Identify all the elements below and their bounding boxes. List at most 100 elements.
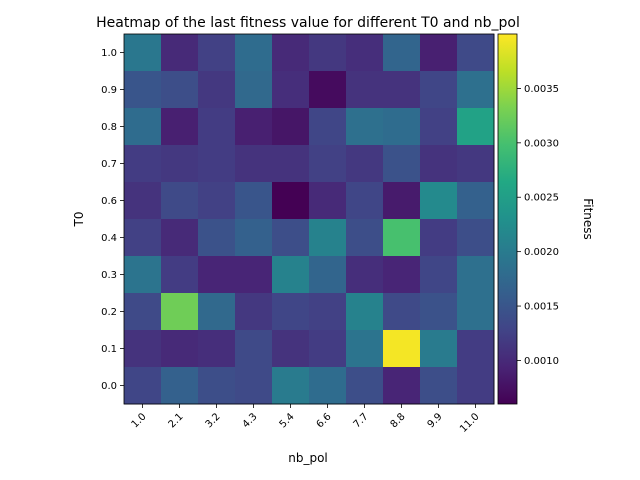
x-axis-label: nb_pol	[288, 451, 328, 465]
x-tick-label: 7.7	[352, 411, 371, 430]
heatmap-cell	[161, 330, 199, 368]
y-tick-label: 0.0	[101, 381, 117, 392]
heatmap-cell	[235, 367, 273, 405]
heatmap-cell	[272, 182, 310, 220]
heatmap-cell	[235, 182, 273, 220]
heatmap-cell	[383, 256, 421, 294]
heatmap-cell	[457, 108, 495, 146]
heatmap-cell	[346, 219, 384, 257]
heatmap-cell	[457, 367, 495, 405]
y-tick-label: 0.3	[101, 270, 117, 281]
x-tick-label: 9.9	[426, 411, 445, 430]
heatmap-cell	[235, 293, 273, 331]
heatmap-cell	[235, 34, 273, 72]
heatmap-cell	[124, 367, 162, 405]
heatmap-cell	[309, 182, 347, 220]
heatmap-cell	[198, 108, 236, 146]
colorbar-tick-label: 0.0015	[524, 302, 559, 313]
heatmap-cell	[383, 367, 421, 405]
chart-title: Heatmap of the last fitness value for di…	[96, 15, 520, 31]
colorbar-tick-label: 0.0025	[524, 193, 559, 204]
heatmap-cell	[309, 256, 347, 294]
heatmap-cell	[383, 293, 421, 331]
heatmap-cell	[198, 71, 236, 109]
heatmap-cell	[457, 34, 495, 72]
heatmap-cell	[198, 145, 236, 183]
heatmap-cell	[420, 182, 458, 220]
heatmap-cell	[161, 256, 199, 294]
heatmap-cell	[272, 34, 310, 72]
x-tick-label: 2.1	[167, 411, 186, 430]
heatmap-cell	[161, 108, 199, 146]
y-axis-label: T0	[72, 212, 86, 228]
y-tick-label: 0.1	[101, 344, 117, 355]
heatmap-cell	[235, 330, 273, 368]
heatmap-cell	[420, 34, 458, 72]
y-tick-label: 0.4	[101, 233, 117, 244]
y-axis: 1.0 0.9 0.8 0.7 0.6 0.4 0.3 0.2 0.1 0.0	[101, 48, 124, 392]
colorbar-tick-label: 0.0020	[524, 247, 559, 258]
heatmap-cell	[198, 219, 236, 257]
colorbar-tick-label: 0.0035	[524, 84, 559, 95]
heatmap-cell	[420, 145, 458, 183]
heatmap-cell	[198, 256, 236, 294]
heatmap-cell	[272, 219, 310, 257]
y-tick-label: 0.6	[101, 196, 117, 207]
heatmap-cell	[309, 34, 347, 72]
heatmap-cell	[346, 293, 384, 331]
heatmap-cell	[309, 145, 347, 183]
heatmap-cell	[457, 293, 495, 331]
heatmap-cell	[346, 256, 384, 294]
heatmap-cell	[198, 34, 236, 72]
heatmap-cell	[383, 145, 421, 183]
colorbar-label: Fitness	[581, 198, 595, 240]
heatmap-cell	[383, 219, 421, 257]
x-tick-label: 1.0	[130, 411, 149, 430]
heatmap-cell	[161, 293, 199, 331]
heatmap-cell	[124, 182, 162, 220]
heatmap-cell	[383, 330, 421, 368]
heatmap-cell	[161, 145, 199, 183]
heatmap-cell	[235, 145, 273, 183]
heatmap-cell	[198, 182, 236, 220]
heatmap-cell	[383, 108, 421, 146]
colorbar: 0.0010 0.0015 0.0020 0.0025 0.0030 0.0035	[497, 33, 559, 405]
heatmap-cell	[383, 182, 421, 220]
y-tick-label: 0.7	[101, 159, 117, 170]
heatmap-cell	[272, 145, 310, 183]
heatmap-cell	[235, 219, 273, 257]
heatmap-cell	[457, 145, 495, 183]
heatmap-cell	[198, 367, 236, 405]
heatmap-cell	[346, 367, 384, 405]
heatmap-cell	[457, 182, 495, 220]
heatmap-cell	[457, 256, 495, 294]
heatmap-cell	[272, 256, 310, 294]
y-tick-label: 0.8	[101, 122, 117, 133]
heatmap-cell	[420, 330, 458, 368]
heatmap-cell	[309, 219, 347, 257]
heatmap-cell	[124, 145, 162, 183]
y-tick-label: 0.2	[101, 307, 117, 318]
heatmap-cell	[309, 71, 347, 109]
heatmap-cell	[309, 293, 347, 331]
colorbar-tick-label: 0.0010	[524, 356, 559, 367]
heatmap-cell	[124, 330, 162, 368]
heatmap-cell	[124, 293, 162, 331]
heatmap-cell	[124, 219, 162, 257]
heatmap-cell	[161, 367, 199, 405]
x-axis: 1.0 2.1 3.2 4.3 5.4 6.6 7.7 8.8 9.9 11.0	[130, 404, 482, 435]
heatmap-cell	[235, 108, 273, 146]
heatmap-cell	[235, 71, 273, 109]
heatmap-cell	[383, 71, 421, 109]
heatmap-cell	[457, 330, 495, 368]
heatmap-cell	[124, 256, 162, 294]
heatmap-cell	[346, 108, 384, 146]
heatmap-cell	[272, 330, 310, 368]
heatmap-cell	[161, 219, 199, 257]
heatmap-cell	[309, 108, 347, 146]
heatmap-cell	[124, 71, 162, 109]
colorbar-gradient	[497, 33, 518, 405]
heatmap-cell	[420, 71, 458, 109]
x-tick-label: 5.4	[278, 411, 297, 430]
heatmap-cell	[383, 34, 421, 72]
